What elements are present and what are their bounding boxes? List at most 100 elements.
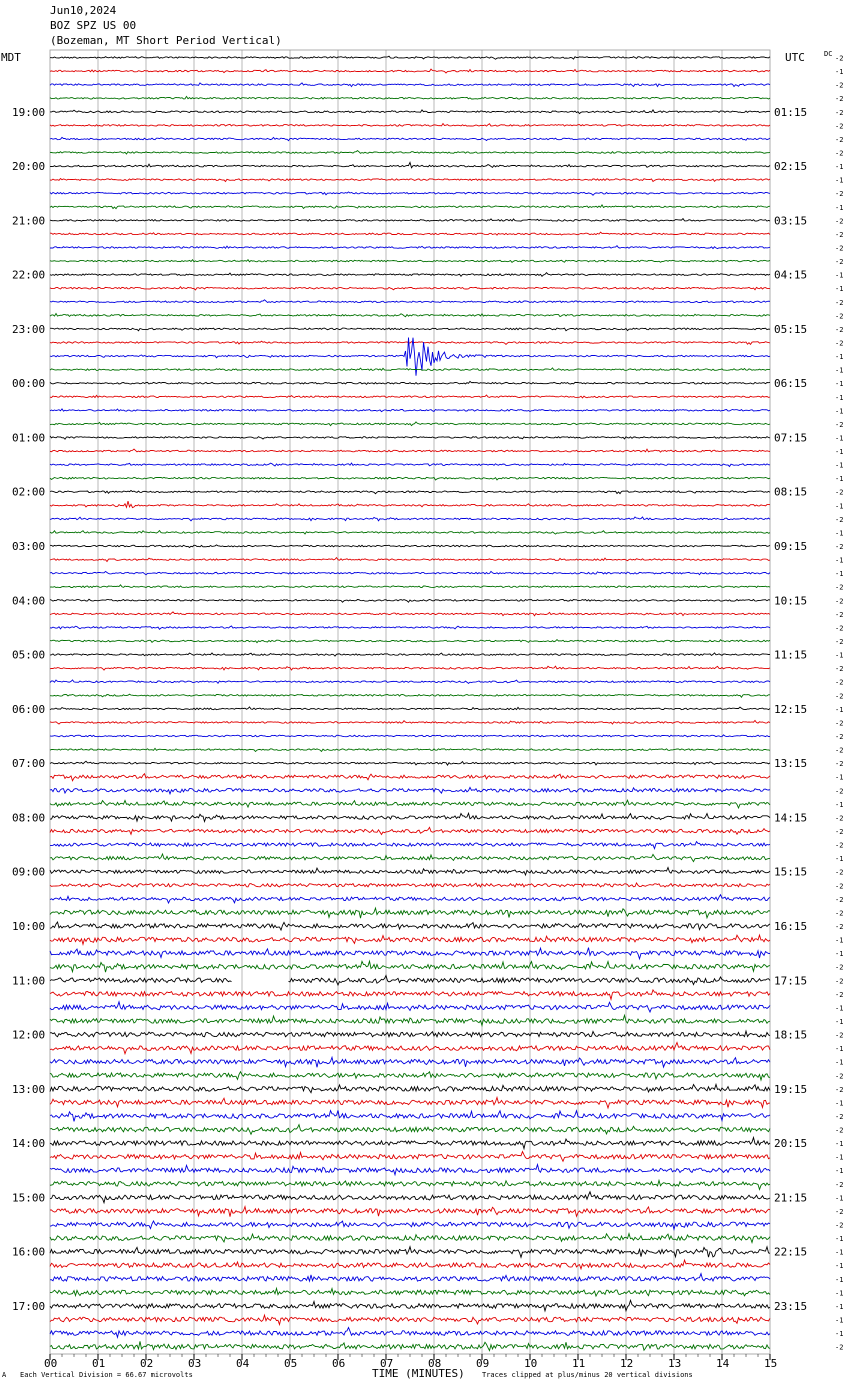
trace-row-7 [49, 150, 771, 155]
dc-offset-39: -2 [835, 584, 843, 592]
trace-row-10 [49, 191, 771, 196]
grid [97, 50, 723, 1354]
dc-offset-24: -1 [835, 380, 843, 388]
trace-row-17 [49, 286, 771, 291]
trace-row-25 [49, 394, 771, 399]
dc-offset-49: -2 [835, 719, 843, 727]
dc-offset-82: -1 [835, 1167, 843, 1175]
trace-row-55 [49, 799, 771, 810]
dc-offset-34: -2 [835, 516, 843, 524]
trace-row-20 [49, 327, 771, 332]
left-hour-label: 10:00 [12, 920, 45, 933]
trace-row-31 [49, 476, 771, 481]
right-hour-label: 05:15 [774, 323, 807, 336]
trace-row-71 [49, 1013, 771, 1028]
dc-offset-81: -1 [835, 1154, 843, 1162]
trace-row-90 [49, 1272, 771, 1283]
dc-offset-63: -2 [835, 909, 843, 917]
left-hour-label: 19:00 [12, 106, 45, 119]
trace-row-4 [50, 109, 771, 115]
trace-row-23 [49, 367, 771, 372]
trace-row-66 [49, 946, 771, 961]
right-hour-label: 14:15 [774, 811, 807, 824]
right-hour-label: 10:15 [774, 594, 807, 607]
dc-offset-60: -2 [835, 869, 843, 877]
dc-offset-79: -2 [835, 1127, 843, 1135]
trace-row-6 [49, 136, 771, 142]
dc-offset-73: -1 [835, 1045, 843, 1053]
dc-offset-32: -2 [835, 489, 843, 497]
dc-offset-14: -2 [835, 245, 843, 253]
trace-row-63 [49, 906, 771, 920]
trace-row-13 [49, 231, 771, 236]
trace-row-11 [49, 204, 771, 210]
x-tick-label: 05 [284, 1357, 297, 1370]
dc-offset-30: -1 [835, 462, 843, 470]
dc-offset-6: -2 [835, 136, 843, 144]
left-hour-label: 14:00 [12, 1137, 45, 1150]
trace-row-54 [49, 786, 771, 796]
trace-row-42 [49, 625, 771, 630]
trace-row-33 [49, 500, 771, 509]
dc-offset-16: -1 [835, 272, 843, 280]
trace-row-69 [49, 988, 771, 1002]
x-tick-label: 09 [476, 1357, 489, 1370]
axis-labels: -2 -1 -2 -2 -2 -2 -2 -2 -1 -1 -2 -1 -2 -2 -2 -2 -1 -1 -2 -2… [12, 55, 843, 1371]
trace-row-59 [49, 852, 771, 863]
dc-offset-29: -1 [835, 448, 843, 456]
right-hour-label: 21:15 [774, 1191, 807, 1204]
trace-row-73 [49, 1041, 771, 1056]
left-hour-label: 22:00 [12, 269, 45, 282]
x-tick-label: 01 [92, 1357, 105, 1370]
left-timezone-label: MDT [1, 51, 21, 64]
dc-offset-4: -2 [835, 109, 843, 117]
trace-row-80 [49, 1135, 771, 1151]
trace-row-8 [49, 161, 771, 169]
left-hour-label: 00:00 [12, 377, 45, 390]
trace-row-95 [49, 1341, 771, 1352]
right-hour-label: 06:15 [774, 377, 807, 390]
trace-row-35 [49, 529, 771, 535]
dc-offset-1: -1 [835, 68, 843, 76]
footer-clip-note: Traces clipped at plus/minus 20 vertical… [482, 1371, 693, 1379]
dc-offset-36: -2 [835, 543, 843, 551]
dc-offset-54: -2 [835, 787, 843, 795]
trace-row-41 [49, 611, 771, 617]
right-hour-label: 04:15 [774, 269, 807, 282]
trace-row-15 [49, 258, 771, 264]
trace-row-22 [49, 337, 771, 376]
footer-scale: Each Vertical Division = 66.67 microvolt… [20, 1371, 193, 1379]
trace-row-77 [49, 1095, 771, 1110]
dc-offset-90: -1 [835, 1276, 843, 1284]
dc-offset-23: -1 [835, 367, 843, 375]
dc-offset-85: -2 [835, 1208, 843, 1216]
trace-row-52 [49, 760, 771, 766]
x-tick-label: 14 [716, 1357, 730, 1370]
trace-row-91 [49, 1286, 771, 1298]
x-tick-label: 08 [428, 1357, 441, 1370]
trace-row-43 [49, 638, 771, 644]
dc-label: DC [824, 50, 832, 58]
trace-row-9 [49, 177, 771, 183]
chart-date: Jun10,2024 [50, 4, 117, 17]
dc-offset-71: -1 [835, 1018, 843, 1026]
trace-row-49 [49, 719, 771, 725]
dc-offset-55: -1 [835, 801, 843, 809]
dc-offset-15: -2 [835, 258, 843, 266]
left-hour-label: 16:00 [12, 1246, 45, 1259]
dc-offset-42: -2 [835, 624, 843, 632]
trace-row-64 [49, 920, 771, 932]
trace-row-56 [50, 811, 771, 823]
dc-offset-80: -1 [835, 1140, 843, 1148]
trace-row-5 [49, 122, 771, 127]
right-hour-label: 07:15 [774, 432, 807, 445]
dc-offset-18: -2 [835, 299, 843, 307]
dc-offset-35: -1 [835, 530, 843, 538]
trace-row-38 [49, 570, 771, 576]
x-tick-label: 03 [188, 1357, 201, 1370]
left-hour-label: 13:00 [12, 1083, 45, 1096]
trace-row-14 [49, 245, 771, 250]
x-tick-label: 04 [236, 1357, 250, 1370]
trace-row-3 [49, 95, 771, 100]
trace-row-53 [49, 772, 771, 782]
